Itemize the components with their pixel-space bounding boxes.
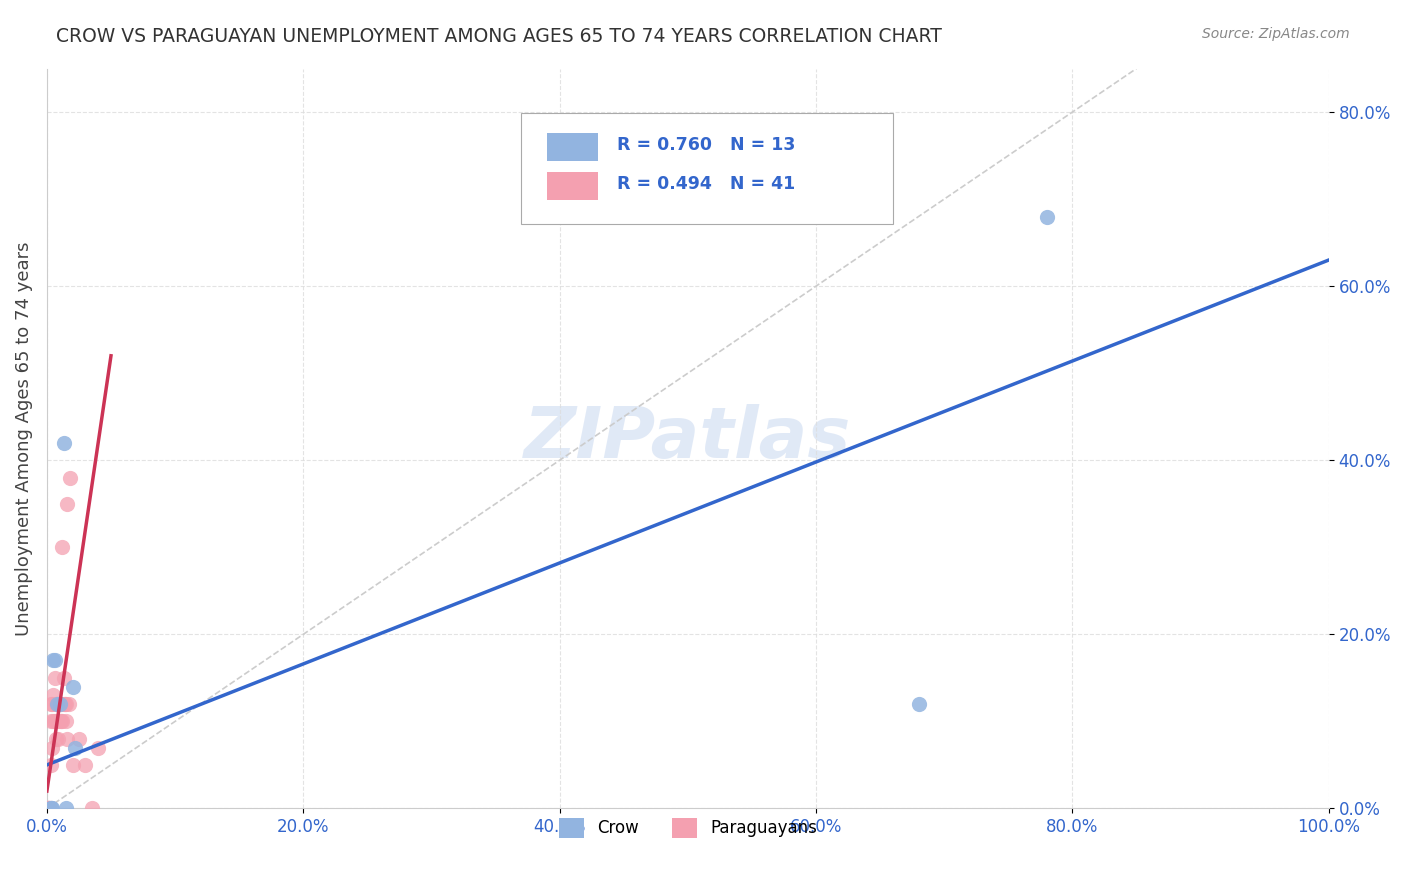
Point bbox=[37, 801, 59, 815]
Point bbox=[41, 697, 63, 711]
Point bbox=[39, 801, 62, 815]
Point bbox=[39, 801, 62, 815]
Point bbox=[44, 671, 66, 685]
Text: CROW VS PARAGUAYAN UNEMPLOYMENT AMONG AGES 65 TO 74 YEARS CORRELATION CHART: CROW VS PARAGUAYAN UNEMPLOYMENT AMONG AG… bbox=[56, 27, 942, 45]
Point bbox=[53, 697, 76, 711]
Point bbox=[51, 541, 73, 555]
Point bbox=[63, 740, 86, 755]
Point bbox=[49, 714, 72, 729]
Text: R = 0.760   N = 13: R = 0.760 N = 13 bbox=[617, 136, 796, 153]
Point bbox=[87, 740, 110, 755]
Point bbox=[37, 801, 59, 815]
Point bbox=[41, 740, 63, 755]
Text: Source: ZipAtlas.com: Source: ZipAtlas.com bbox=[1202, 27, 1350, 41]
Point bbox=[49, 697, 72, 711]
Text: R = 0.494   N = 41: R = 0.494 N = 41 bbox=[617, 175, 796, 193]
Point bbox=[39, 801, 62, 815]
Point bbox=[67, 731, 90, 746]
Point bbox=[46, 714, 69, 729]
Point bbox=[55, 714, 77, 729]
Point bbox=[56, 731, 79, 746]
Point bbox=[38, 801, 60, 815]
Point bbox=[39, 714, 62, 729]
Point bbox=[1035, 210, 1057, 224]
Point bbox=[48, 697, 70, 711]
Point bbox=[44, 714, 66, 729]
Point bbox=[80, 801, 103, 815]
Point bbox=[52, 435, 75, 450]
Point bbox=[45, 731, 67, 746]
Point bbox=[62, 680, 84, 694]
Point bbox=[52, 697, 75, 711]
FancyBboxPatch shape bbox=[522, 113, 893, 224]
Point bbox=[907, 697, 929, 711]
FancyBboxPatch shape bbox=[547, 172, 598, 200]
FancyBboxPatch shape bbox=[547, 133, 598, 161]
Point bbox=[46, 697, 69, 711]
Point bbox=[45, 697, 67, 711]
Point bbox=[41, 801, 63, 815]
Point bbox=[39, 758, 62, 772]
Text: ZIPatlas: ZIPatlas bbox=[524, 404, 852, 473]
Point bbox=[62, 758, 84, 772]
Point bbox=[48, 731, 70, 746]
Point bbox=[42, 688, 65, 702]
Point bbox=[42, 653, 65, 667]
Point bbox=[44, 653, 66, 667]
Point bbox=[42, 714, 65, 729]
Point bbox=[37, 801, 59, 815]
Point bbox=[75, 758, 97, 772]
Point bbox=[38, 801, 60, 815]
Point bbox=[51, 714, 73, 729]
Point bbox=[55, 697, 77, 711]
Point bbox=[46, 697, 69, 711]
Point bbox=[48, 714, 70, 729]
Point bbox=[52, 671, 75, 685]
Point bbox=[59, 470, 82, 484]
Y-axis label: Unemployment Among Ages 65 to 74 years: Unemployment Among Ages 65 to 74 years bbox=[15, 241, 32, 636]
Point bbox=[38, 801, 60, 815]
Point bbox=[39, 697, 62, 711]
Point bbox=[58, 697, 80, 711]
Point bbox=[48, 697, 70, 711]
Legend: Crow, Paraguayans: Crow, Paraguayans bbox=[551, 811, 824, 845]
Point bbox=[56, 497, 79, 511]
Point bbox=[55, 801, 77, 815]
